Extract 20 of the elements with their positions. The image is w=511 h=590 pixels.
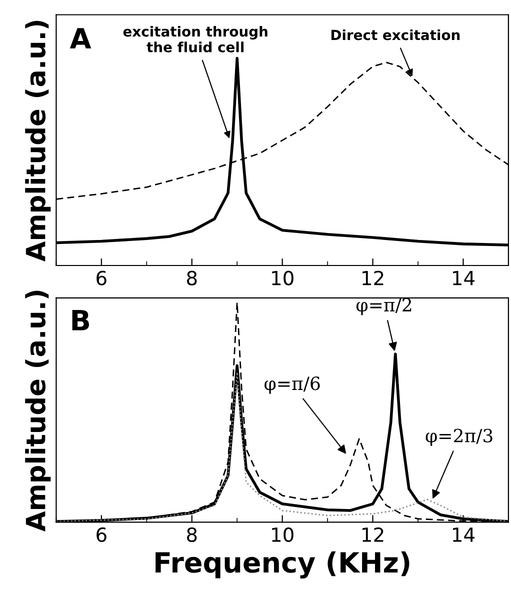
x-tick-label: 10 <box>272 270 294 286</box>
x-tick-label: 8 <box>187 270 197 286</box>
y-axis-title: Amplitude (a.u.) <box>25 290 51 532</box>
x-tick-label: 14 <box>452 270 474 286</box>
x-tick-label: 8 <box>187 527 197 542</box>
x-tick-label: 12 <box>362 527 384 542</box>
annotation: Direct excitation <box>331 29 460 40</box>
chart-title: A <box>70 28 92 48</box>
annotation: φ=π/6 <box>264 376 320 394</box>
y-axis-title: Amplitude (a.u.) <box>25 20 51 262</box>
annotation: φ=2π/3 <box>426 428 492 446</box>
annotation: excitation through the fluid cell <box>123 26 268 52</box>
x-tick-label: 14 <box>452 528 474 542</box>
x-tick-label: 12 <box>362 270 384 286</box>
x-tick-label: 6 <box>96 527 106 542</box>
x-tick-label: 6 <box>96 270 106 286</box>
annotation: φ=π/2 <box>356 298 412 316</box>
x-axis-title: Frequency (KHz) <box>156 551 410 578</box>
x-tick-label: 10 <box>272 527 294 542</box>
chart-title: B <box>72 310 89 330</box>
